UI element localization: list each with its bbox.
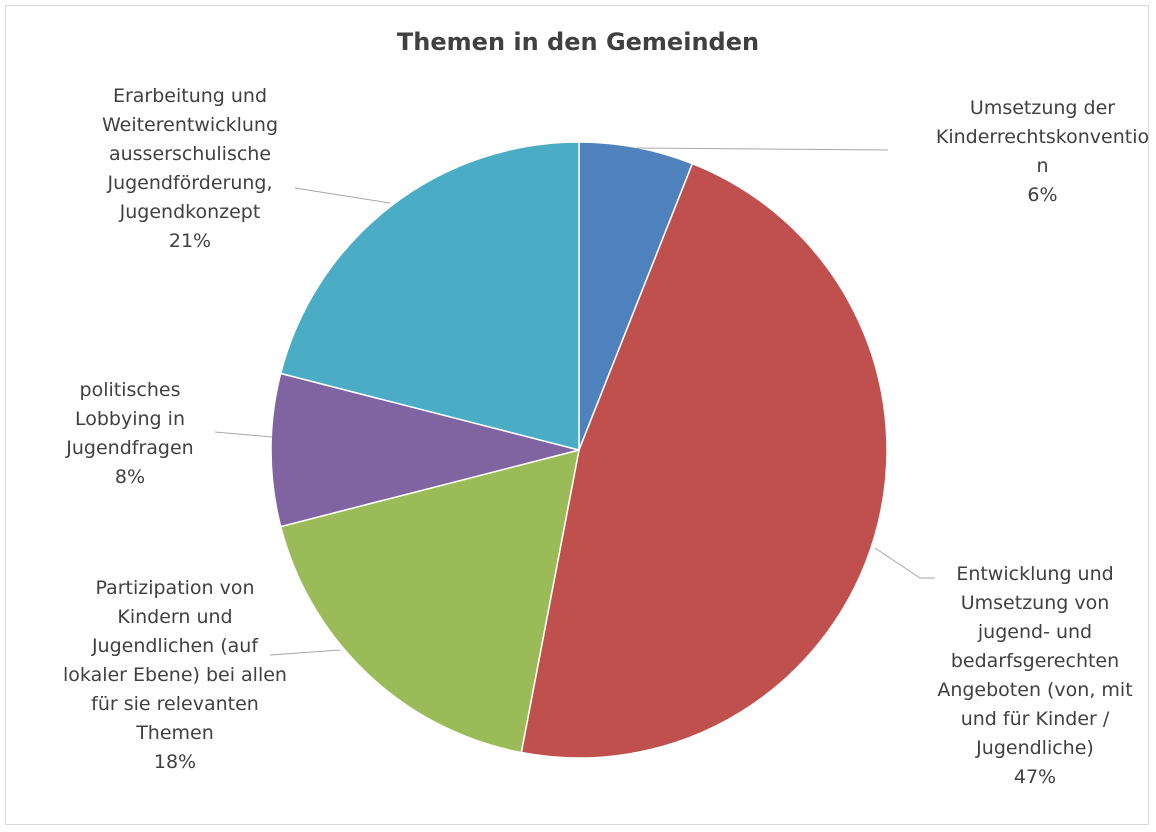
value-label: 18% [153,751,197,773]
leader-line [214,431,273,438]
slice-label: Entwicklung und Umsetzung von jugend- un… [935,560,1135,792]
slice-label: Partizipation von Kindern und Jugendlich… [62,574,288,777]
category-label: politisches Lobbying in Jugendfragen [66,379,194,459]
chart-title: Themen in den Gemeinden [396,28,760,56]
value-label: 6% [1027,184,1058,206]
category-label: Umsetzung der Kinderrechtskonvention [935,97,1150,177]
value-label: 21% [168,230,212,252]
value-label: 47% [1013,766,1057,788]
pie-slice [279,448,580,754]
leader-line [269,649,341,656]
slice-label: Erarbeitung und Weiterentwicklung ausser… [90,82,290,256]
slices [270,141,888,759]
category-label: Entwicklung und Umsetzung von jugend- un… [937,563,1133,759]
pie-slice [279,141,580,451]
slice-label: Umsetzung der Kinderrechtskonvention 6% [930,94,1155,210]
category-label: Partizipation von Kindern und Jugendlich… [63,577,287,744]
chart-frame [5,5,1149,825]
category-label: Erarbeitung und Weiterentwicklung ausser… [101,85,279,223]
leader-line [636,147,889,151]
pie-slice [270,372,580,528]
slice-label: politisches Lobbying in Jugendfragen 8% [45,376,215,492]
leader-line [874,547,935,579]
pie-slice [520,162,888,759]
value-label: 8% [114,466,146,488]
leader-line [294,187,391,204]
